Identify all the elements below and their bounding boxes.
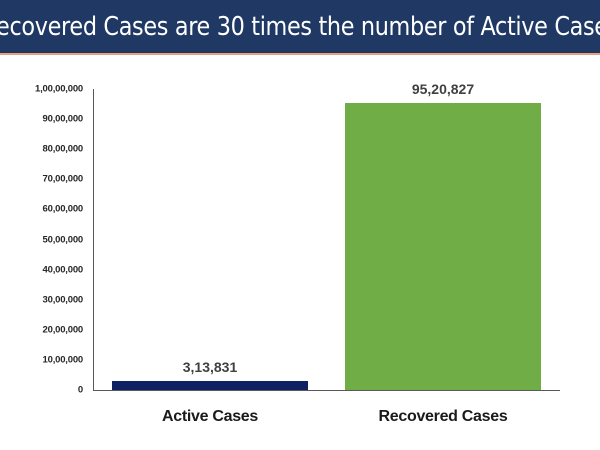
y-tick-label: 40,00,000 <box>42 264 84 276</box>
x-axis-line <box>93 390 560 391</box>
bar-recovered-cases <box>345 103 541 390</box>
y-tick-label: 70,00,000 <box>42 173 84 185</box>
value-label-active-cases: 3,13,831 <box>182 358 238 375</box>
y-tick-label: 80,00,000 <box>42 143 84 155</box>
y-tick-label: 50,00,000 <box>42 234 84 245</box>
category-label-recovered-cases: Recovered Cases <box>378 408 508 425</box>
bar-active-cases <box>112 380 308 390</box>
y-tick-label: 1,00,00,000 <box>35 83 83 95</box>
y-tick-label: 0 <box>77 384 83 396</box>
y-tick-label: 10,00,000 <box>42 354 84 366</box>
value-label-recovered-cases: 95,20,827 <box>411 81 475 98</box>
y-tick-label: 60,00,000 <box>42 203 84 215</box>
bar-chart: 0 10,00,000 20,00,000 30,00,000 40,00,000 50,… <box>0 55 600 450</box>
y-tick-label: 20,00,000 <box>42 324 84 336</box>
category-label-active-cases: Active Cases <box>161 408 259 425</box>
y-axis-line <box>93 89 94 391</box>
title-bar: Recovered Cases are 30 times the number … <box>0 0 600 55</box>
chart-title: Recovered Cases are 30 times the number … <box>0 11 600 42</box>
y-tick-label: 90,00,000 <box>42 113 84 125</box>
y-tick-label: 30,00,000 <box>42 294 84 306</box>
